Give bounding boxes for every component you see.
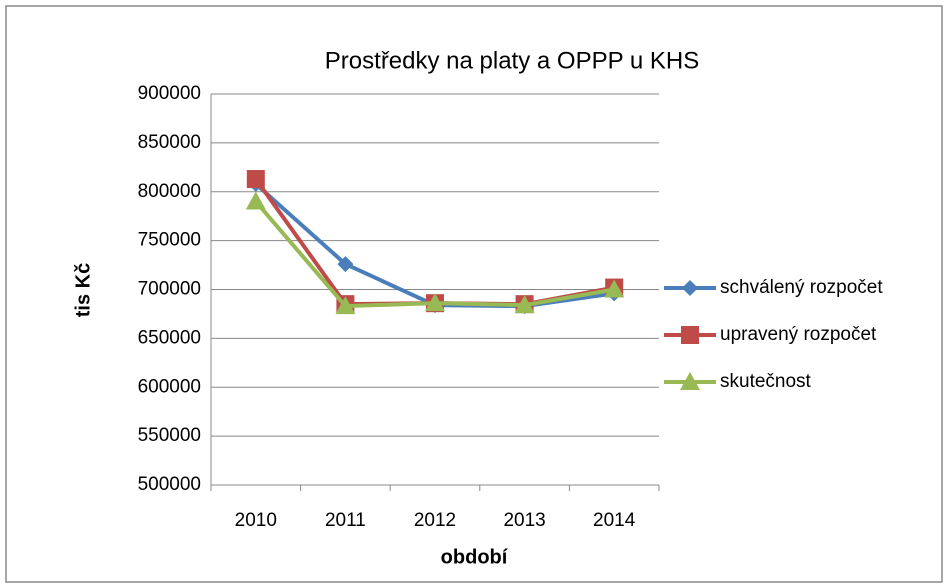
marker	[245, 191, 266, 210]
x-tick-label: 2014	[593, 510, 636, 531]
marker	[680, 372, 700, 390]
marker	[514, 295, 535, 314]
y-tick-label: 650000	[138, 327, 201, 348]
y-tick-label: 900000	[138, 83, 201, 104]
chart-title: Prostředky na platy a OPPP u KHS	[325, 47, 699, 74]
x-tick-label: 2012	[414, 510, 456, 531]
x-tick-label: 2010	[235, 510, 277, 531]
y-tick-label: 500000	[138, 474, 201, 495]
marker	[425, 293, 445, 312]
marker	[604, 279, 625, 298]
x-axis-title: období	[441, 546, 509, 568]
y-axis-title: tis Kč	[72, 263, 94, 317]
marker	[246, 170, 265, 189]
y-tick-label: 750000	[138, 230, 201, 251]
y-tick-label: 800000	[138, 181, 201, 202]
marker	[682, 280, 698, 296]
legend-label: skutečnost	[720, 371, 812, 392]
legend-label: schválený rozpočet	[720, 277, 883, 298]
marker	[681, 326, 699, 344]
y-tick-label: 850000	[138, 132, 201, 153]
y-tick-label: 550000	[138, 425, 201, 446]
marker	[335, 296, 356, 315]
x-tick-label: 2011	[325, 510, 366, 531]
marker	[337, 256, 354, 273]
legend-label: upravený rozpočet	[720, 324, 877, 345]
y-tick-label: 700000	[138, 279, 201, 300]
x-tick-label: 2013	[503, 510, 545, 531]
chart-border	[5, 5, 943, 583]
y-tick-label: 600000	[138, 376, 201, 397]
